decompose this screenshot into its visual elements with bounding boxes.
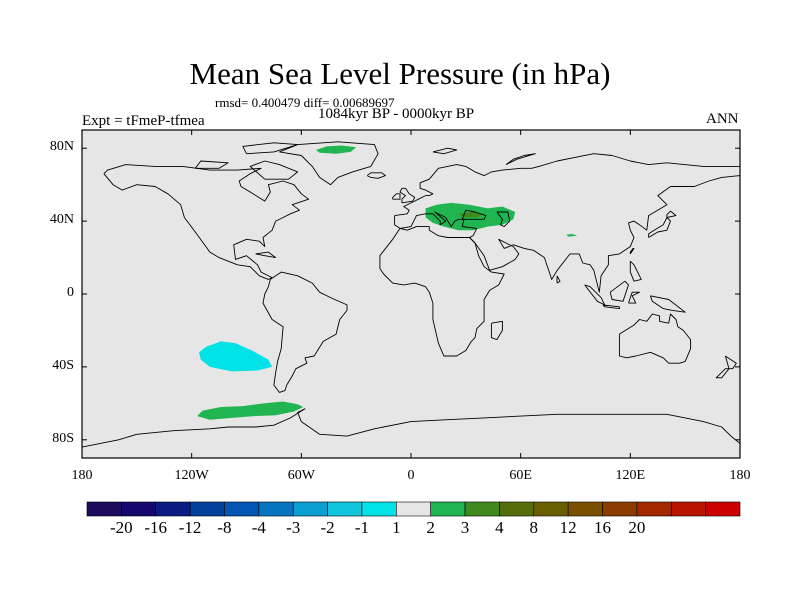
colorbar-swatch <box>705 501 741 517</box>
cuba-coastline <box>255 251 277 259</box>
colorbar-swatch <box>258 501 294 517</box>
season-label: ANN <box>706 111 739 127</box>
caspian-sea-coastline <box>496 211 511 228</box>
lon-tick-label: 60E <box>509 468 532 483</box>
lat-tick-label: 40N <box>49 212 74 228</box>
colorbar-swatch <box>670 501 706 517</box>
rmsd-diff-stats: rmsd= 0.400479 diff= 0.00689697 <box>215 95 395 110</box>
colorbar-swatch <box>189 501 225 517</box>
colorbar-label: 2 <box>426 518 435 537</box>
colorbar-swatch <box>567 501 603 517</box>
colorbar-swatch <box>636 501 672 517</box>
colorbar-swatch <box>430 501 466 517</box>
colorbar-swatch <box>155 501 191 517</box>
time-period-label: 1084kyr BP - 0000kyr BP <box>318 106 475 122</box>
australia-coastline <box>618 313 692 364</box>
colorbar-label: -2 <box>320 518 335 537</box>
sumatra-coastline <box>584 284 606 306</box>
colorbar-swatch <box>602 501 638 517</box>
hokkaido-coastline <box>666 210 677 218</box>
colorbar-label: -8 <box>217 518 232 537</box>
colorbar-label: 20 <box>628 518 646 537</box>
colorbar-swatch <box>327 501 363 517</box>
novaya-zemlya-coastline <box>505 153 536 166</box>
experiment-label: Expt = tFmeP-tfmea <box>82 113 205 129</box>
colorbar-label: 8 <box>529 518 539 537</box>
colorbar-label: 4 <box>495 518 504 537</box>
colorbar-swatch <box>499 501 535 517</box>
lon-tick-label: 180 <box>729 468 751 483</box>
black-sea-coastline <box>461 209 487 220</box>
map-background <box>82 130 740 458</box>
ireland-coastline <box>392 193 401 200</box>
victoria-island-coastline <box>194 160 229 169</box>
new-zealand-coastline <box>715 355 737 379</box>
colorbar-label: -20 <box>110 518 133 537</box>
java-coastline <box>602 304 620 310</box>
philippines-coastline <box>629 260 642 282</box>
colorbar-label: -4 <box>251 518 266 537</box>
svalbard-coastline <box>432 147 458 155</box>
colorbar-label: -16 <box>144 518 168 537</box>
colorbar-label: -12 <box>178 518 202 537</box>
sri-lanka-coastline <box>556 275 561 284</box>
colorbar-label: 16 <box>594 518 612 537</box>
ellesmere-island-coastline <box>242 142 299 155</box>
south-pacific-negative-anomaly <box>199 341 273 372</box>
colorbar-label: -3 <box>286 518 301 537</box>
borneo-coastline <box>609 280 629 302</box>
madagascar-coastline <box>490 320 503 341</box>
africa-coastline <box>379 226 505 357</box>
colorbar-swatch <box>361 501 397 517</box>
sulawesi-coastline <box>628 291 640 304</box>
colorbar-label: 3 <box>460 518 470 537</box>
colorbar-swatch <box>121 501 157 517</box>
south-america-coastline <box>262 271 348 393</box>
eurasia-coastline <box>394 153 741 293</box>
north-america-coastline <box>103 164 310 280</box>
antarctic-positive-anomaly <box>197 401 304 420</box>
new-guinea-coastline <box>649 295 686 313</box>
plot-title: Mean Sea Level Pressure (in hPa) <box>189 56 611 91</box>
colorbar-swatch <box>464 501 500 517</box>
lat-tick-label: 40S <box>52 357 74 373</box>
colorbar-swatch <box>292 501 328 517</box>
lon-tick-label: 120W <box>174 468 209 483</box>
colorbar-swatch <box>533 501 569 517</box>
lon-tick-label: 120E <box>615 468 646 483</box>
colorbar-swatch <box>396 501 431 517</box>
britain-coastline <box>399 187 416 204</box>
iceland-coastline <box>366 172 386 179</box>
lat-tick-label: 80N <box>49 139 74 155</box>
colorbar-label: -1 <box>354 518 370 537</box>
colorbar-label: 1 <box>392 518 401 537</box>
lon-tick-label: 0 <box>407 468 415 483</box>
taiwan-coastline <box>629 247 635 255</box>
colorbar-swatch <box>86 501 122 517</box>
tibet-positive-anomaly <box>566 233 578 237</box>
lon-tick-label: 60W <box>287 468 315 483</box>
antarctica-coastline <box>81 408 741 448</box>
lat-tick-label: 80S <box>52 430 74 446</box>
baffin-island-coastline <box>249 160 299 180</box>
lat-tick-label: 0 <box>67 285 74 300</box>
greenland-positive-anomaly <box>316 145 357 154</box>
greenland-coastline <box>279 141 379 186</box>
colorbar-label: 12 <box>559 518 577 537</box>
colorbar-swatch <box>224 501 260 517</box>
lon-tick-label: 180 <box>71 468 93 483</box>
